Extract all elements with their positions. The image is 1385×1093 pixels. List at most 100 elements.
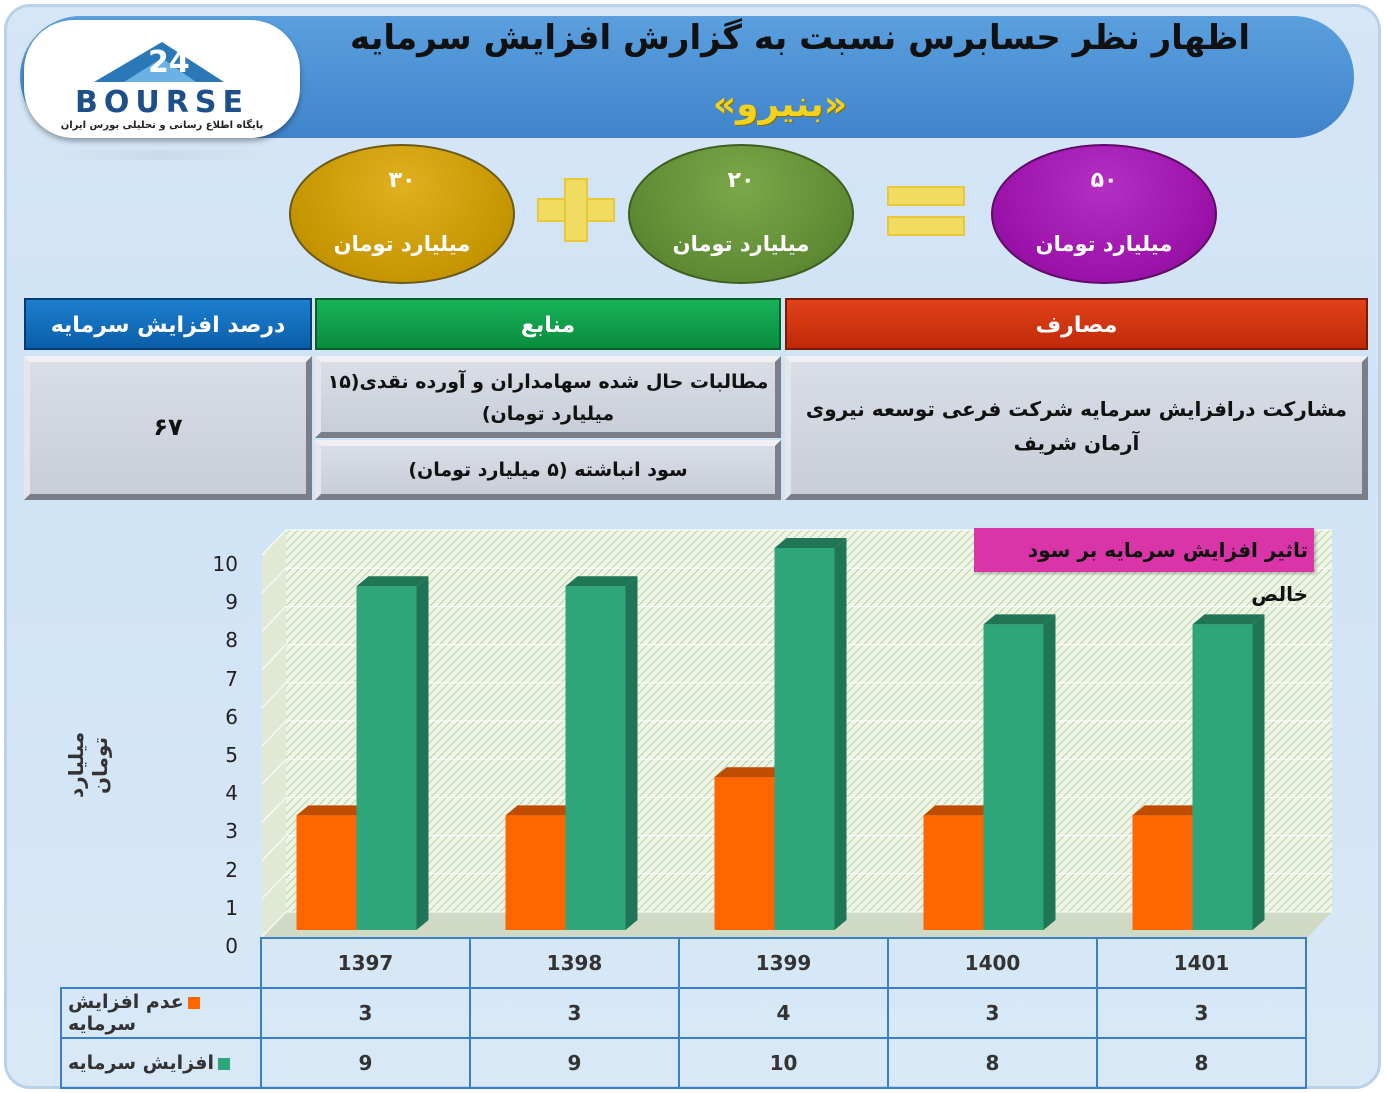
gridline-side — [261, 720, 287, 747]
logo-text: BOURSE — [75, 85, 249, 120]
data-label: 3 — [1096, 987, 1307, 1039]
series-label: افزایش سرمایه — [60, 1037, 262, 1089]
bar-side — [416, 576, 429, 930]
logo-mark-icon: 24 BOURSE پایگاه اطلاع رسانی و تحلیلی بو… — [61, 42, 264, 131]
bar-top — [774, 538, 847, 548]
green-swatch-icon — [217, 1057, 230, 1070]
bar-top — [505, 805, 578, 816]
bar-side — [1252, 614, 1265, 930]
bar — [356, 576, 429, 930]
bar-front — [1192, 624, 1253, 930]
amount-unit: میلیارد تومان — [333, 232, 471, 256]
gridline-side — [261, 606, 287, 632]
bar-front — [774, 548, 835, 930]
data-label: 3 — [469, 987, 680, 1039]
bar-top — [356, 576, 429, 587]
bar-side — [625, 576, 638, 930]
logo-tagline: پایگاه اطلاع رسانی و تحلیلی بورس ایران — [61, 118, 264, 131]
source-item-2: سود انباشته (۵ میلیارد تومان) — [315, 440, 781, 500]
bar-top — [983, 614, 1056, 625]
y-tick-label: 7 — [225, 666, 238, 691]
amount-unit: میلیارد تومان — [1035, 232, 1173, 256]
y-tick-label: 4 — [225, 781, 238, 806]
amount-bubble-left: ۳۰ میلیارد تومان — [289, 144, 515, 284]
bar-front — [565, 586, 626, 930]
plus-icon-vertical — [564, 178, 588, 242]
bar-front — [714, 777, 775, 930]
amount-value: ۲۰ — [727, 168, 755, 193]
data-label: 8 — [1096, 1037, 1307, 1089]
bar-top — [296, 805, 369, 816]
year-label: 1400 — [887, 937, 1098, 989]
header-uses: مصارف — [785, 298, 1368, 350]
percent-value: ۶۷ — [24, 356, 312, 500]
equals-icon-lower — [887, 216, 965, 236]
bar-side — [834, 538, 847, 930]
y-tick-label: 6 — [225, 704, 238, 729]
year-label: 1401 — [1096, 937, 1307, 989]
gridline-side — [261, 873, 287, 900]
gridline-side — [261, 644, 287, 670]
year-label: 1397 — [260, 937, 471, 989]
gridline-side — [261, 911, 287, 938]
bar-front — [296, 815, 357, 930]
amount-bubble-middle: ۲۰ میلیارد تومان — [628, 144, 854, 284]
page-title: اظهار نظر حسابرس نسبت به گزارش افزایش سر… — [349, 18, 1251, 58]
y-tick-label: 8 — [225, 628, 238, 653]
y-tick-label: 1 — [225, 895, 238, 920]
amount-bubble-right: ۵۰ میلیارد تومان — [991, 144, 1217, 284]
data-label: 3 — [260, 987, 471, 1039]
y-tick-label: 5 — [225, 743, 238, 767]
year-label: 1398 — [469, 937, 680, 989]
bar-top — [1192, 614, 1265, 625]
amount-value: ۵۰ — [1090, 168, 1118, 193]
header-percent: درصد افزایش سرمایه — [24, 298, 312, 350]
gridline-side — [261, 758, 287, 785]
data-label: 4 — [678, 987, 889, 1039]
gridline-side — [261, 835, 287, 861]
data-label: 10 — [678, 1037, 889, 1089]
uses-value: مشارکت درافزایش سرمایه شرکت فرعی توسعه ن… — [785, 356, 1368, 500]
orange-swatch-icon — [187, 996, 200, 1009]
bar — [774, 538, 847, 930]
bar-front — [505, 815, 566, 930]
data-label: 9 — [469, 1037, 680, 1089]
series-label: عدم افزایش سرمایه — [60, 987, 262, 1039]
y-axis-label: میلیارد تومان — [64, 731, 112, 799]
header-sources: منابع — [315, 298, 781, 350]
bar — [1192, 614, 1265, 930]
y-tick-label: 2 — [225, 857, 238, 882]
source-item-1: مطالبات حال شده سهامداران و آورده نقدی(۱… — [315, 356, 781, 438]
logo: 24 BOURSE پایگاه اطلاع رسانی و تحلیلی بو… — [24, 20, 300, 138]
amount-value: ۳۰ — [388, 168, 416, 193]
gridline-side — [261, 797, 287, 823]
data-label: 8 — [887, 1037, 1098, 1089]
bar — [565, 576, 638, 930]
chart-title: تاثیر افزایش سرمایه بر سود خالص — [974, 528, 1314, 606]
bar-front — [923, 815, 984, 930]
table-header-row: 1397 1398 1399 1400 1401 — [61, 937, 1307, 989]
chart-data-table: 1397 1398 1399 1400 1401 عدم افزایش سرما… — [60, 937, 1307, 1089]
bar-top — [923, 805, 996, 816]
bar-front — [983, 624, 1044, 930]
data-label: 9 — [260, 1037, 471, 1089]
logo-reflection — [40, 150, 280, 160]
year-label: 1399 — [678, 937, 889, 989]
amount-unit: میلیارد تومان — [672, 232, 810, 256]
table-row: افزایش سرمایه 9 9 10 8 8 — [60, 1037, 1307, 1089]
data-label: 3 — [887, 987, 1098, 1039]
bar-front — [356, 586, 417, 930]
bar-front — [1132, 815, 1193, 930]
bar — [983, 614, 1056, 930]
y-tick-label: 3 — [225, 819, 238, 844]
bar-top — [565, 576, 638, 587]
bar-top — [1132, 805, 1205, 816]
bar-side — [1043, 614, 1056, 930]
y-tick-label: 9 — [225, 590, 238, 615]
bar-top — [714, 767, 787, 778]
company-name: «بنیرو» — [712, 84, 848, 125]
gridline-side — [261, 567, 287, 594]
gridline-side — [261, 529, 287, 556]
gridline-side — [261, 682, 287, 709]
